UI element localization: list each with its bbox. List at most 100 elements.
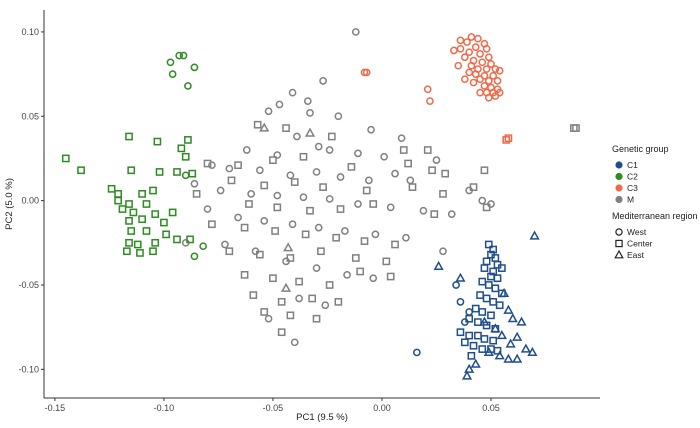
data-point-c2 <box>190 63 199 72</box>
data-point-c3 <box>502 136 511 144</box>
data-point-c3 <box>491 92 500 100</box>
data-point-m <box>312 168 321 176</box>
data-point-c2 <box>181 152 190 161</box>
data-point-m <box>480 166 489 175</box>
data-point-c2 <box>155 168 164 176</box>
data-point-m <box>242 146 251 154</box>
data-point-c1 <box>493 274 502 283</box>
data-point-m <box>280 282 292 292</box>
data-point-m <box>391 240 399 249</box>
data-point-m <box>382 257 391 266</box>
data-point-c2 <box>168 70 177 78</box>
data-point-m <box>386 203 395 212</box>
data-point-m <box>325 281 334 289</box>
data-point-c2 <box>190 252 199 261</box>
data-point-c1 <box>490 323 501 333</box>
data-point-c2 <box>173 168 181 176</box>
data-point-c1 <box>456 328 465 337</box>
data-point-c3 <box>484 53 493 62</box>
data-point-m <box>240 223 249 232</box>
data-point-c1 <box>487 311 495 320</box>
data-point-c2 <box>186 235 194 244</box>
data-point-c2 <box>133 240 142 249</box>
data-point-c2 <box>168 208 177 217</box>
data-point-m <box>256 166 264 175</box>
data-point-c1 <box>489 267 498 276</box>
data-point-m <box>221 240 229 249</box>
axes <box>43 10 600 399</box>
legend-shape-center <box>615 239 623 248</box>
data-point-c3 <box>469 78 478 87</box>
data-point-c1 <box>516 316 527 326</box>
data-point-c3 <box>362 68 371 77</box>
data-point-c1 <box>464 363 475 373</box>
legend-swatch-c2 <box>615 172 623 181</box>
data-point-m <box>336 173 345 181</box>
data-point-m <box>293 132 301 141</box>
data-point-m <box>277 328 286 337</box>
data-point-c3 <box>476 50 484 58</box>
legend-shape-title: Mediterranean region <box>612 211 698 221</box>
legend-label-c3: C3 <box>627 183 638 193</box>
data-point-m <box>295 277 303 286</box>
data-point-c1 <box>496 330 507 340</box>
data-point-m <box>478 196 487 205</box>
data-point-c1 <box>470 358 481 368</box>
data-point-c2 <box>125 200 133 208</box>
data-point-m <box>306 109 314 117</box>
data-point-m <box>343 271 351 279</box>
data-point-c1 <box>456 297 465 306</box>
data-point-m <box>314 142 323 151</box>
data-point-c2 <box>127 227 136 235</box>
x-tick-label: -0.05 <box>263 403 284 413</box>
data-point-c1 <box>465 331 474 340</box>
data-point-c1 <box>498 264 506 272</box>
data-point-c2 <box>107 184 116 193</box>
data-point-m <box>234 161 242 170</box>
data-point-m <box>404 159 412 168</box>
data-point-m <box>192 190 201 198</box>
data-point-c2 <box>142 227 151 235</box>
data-point-c2 <box>173 235 181 244</box>
data-point-c2 <box>175 51 184 60</box>
data-point-m <box>365 176 373 185</box>
legend-label-c2: C2 <box>627 172 638 182</box>
data-point-m <box>208 161 216 170</box>
data-point-c1 <box>433 260 444 270</box>
data-point-m <box>321 301 330 310</box>
data-point-c1 <box>527 346 538 357</box>
data-point-m <box>275 100 284 109</box>
data-point-c3 <box>491 65 500 73</box>
data-point-m <box>371 230 380 239</box>
data-point-m <box>301 230 310 239</box>
data-point-c1 <box>455 272 466 282</box>
x-axis-title: PC1 (9.5 %) <box>296 412 348 423</box>
data-point-c2 <box>127 166 136 175</box>
data-point-c2 <box>153 137 162 146</box>
data-point-m <box>240 271 249 279</box>
data-point-m <box>399 146 408 154</box>
data-point-c3 <box>460 53 469 62</box>
data-point-m <box>441 169 450 178</box>
legend-shape-east <box>614 249 624 259</box>
data-point-m <box>203 205 212 213</box>
data-point-m <box>369 274 378 283</box>
data-point-c3 <box>489 71 498 80</box>
data-point-m <box>423 146 432 154</box>
data-point-c3 <box>471 70 480 78</box>
data-point-c2 <box>184 82 192 90</box>
legend-label-c1: C1 <box>627 160 638 170</box>
data-point-c2 <box>125 132 133 141</box>
x-tick-label: 0.00 <box>373 403 391 413</box>
data-point-m <box>286 171 295 180</box>
data-point-c1 <box>412 348 421 357</box>
data-point-c1 <box>520 343 531 353</box>
data-point-c1 <box>465 308 474 316</box>
data-point-c2 <box>149 186 157 195</box>
data-point-c2 <box>151 210 160 218</box>
data-point-m <box>190 179 199 188</box>
data-point-c2 <box>125 217 133 225</box>
data-point-m <box>356 267 365 276</box>
